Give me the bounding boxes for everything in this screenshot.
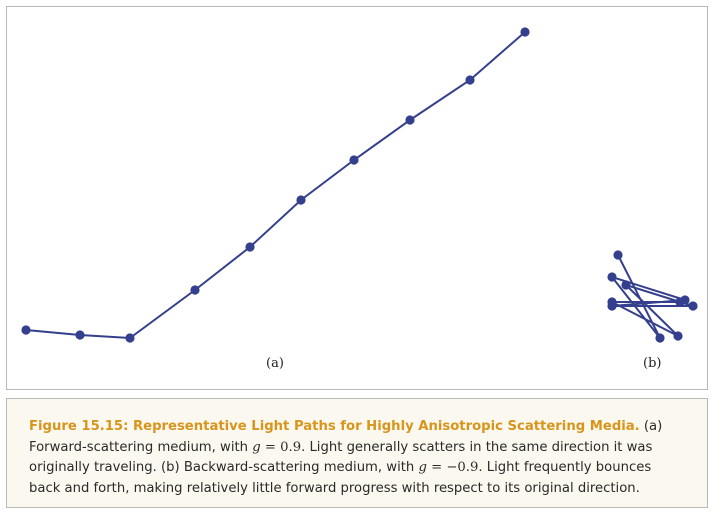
caption-g-value-b: = −0.9 — [426, 460, 479, 475]
path-b-vertex-1 — [613, 250, 623, 260]
path-a-vertex-10 — [520, 27, 530, 37]
caption-text-1: (a) Forward-scattering medium, with — [29, 419, 663, 455]
caption-text-2: . Light generally scatters in the same d… — [29, 439, 653, 476]
path-a-vertex-1 — [21, 325, 31, 335]
path-a-vertex-5 — [245, 242, 255, 252]
path-a-vertex-2 — [75, 330, 85, 340]
subfigure-label-a: (a) — [266, 356, 284, 371]
figure-caption: Figure 15.15: Representative Light Paths… — [6, 398, 708, 508]
path-b-line — [609, 254, 694, 339]
caption-text-3: . Light frequently bounces back and fort… — [29, 460, 652, 496]
path-a-vertex-4 — [190, 285, 200, 295]
caption-title: Figure 15.15: Representative Light Paths… — [29, 419, 640, 434]
caption-g-variable-a: g — [252, 439, 261, 455]
caption-g-value-a: = 0.9 — [260, 439, 302, 455]
path-b-vertex-2 — [655, 333, 665, 343]
path-a-vertex-8 — [405, 115, 415, 125]
path-b-vertex-6 — [688, 301, 698, 311]
path-a-vertex-7 — [349, 155, 359, 165]
path-b-vertex-7 — [621, 280, 631, 290]
path-b-vertex-3 — [607, 272, 617, 282]
path-a-line — [25, 31, 526, 340]
path-a-vertex-3 — [125, 333, 135, 343]
subfigure-label-b: (b) — [643, 356, 662, 371]
path-a-points — [21, 27, 530, 343]
light-paths-plot — [21, 27, 698, 343]
path-b-vertex-8 — [673, 331, 683, 341]
path-a-vertex-6 — [296, 195, 306, 205]
caption-g-variable-b: g — [418, 460, 427, 475]
figure-panel: (a) (b) — [6, 6, 708, 390]
path-b-vertex-10 — [675, 297, 685, 307]
path-b-vertex-9 — [607, 297, 617, 307]
path-b-points — [607, 250, 698, 343]
path-a-vertex-9 — [465, 75, 475, 85]
